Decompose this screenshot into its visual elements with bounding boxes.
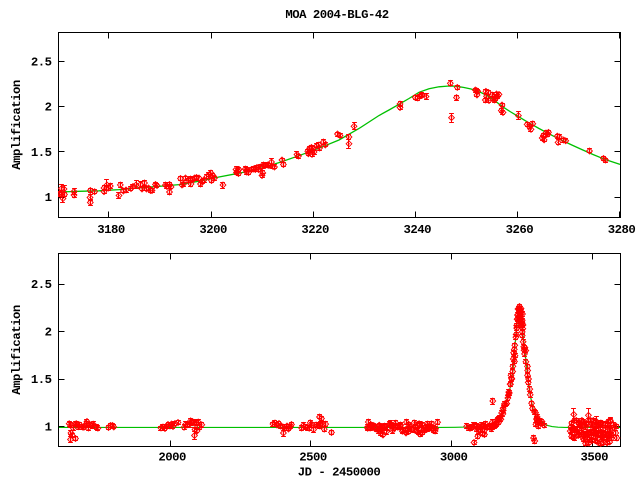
svg-text:3200: 3200 xyxy=(199,223,227,237)
svg-text:3260: 3260 xyxy=(506,223,534,237)
svg-text:1: 1 xyxy=(45,421,52,435)
svg-text:2: 2 xyxy=(45,326,52,340)
svg-text:JD - 2450000: JD - 2450000 xyxy=(298,465,381,479)
svg-text:2.5: 2.5 xyxy=(31,55,52,69)
svg-text:Amplification: Amplification xyxy=(10,80,24,170)
svg-text:1.5: 1.5 xyxy=(31,146,52,160)
svg-text:3220: 3220 xyxy=(301,223,329,237)
svg-text:1.5: 1.5 xyxy=(31,373,52,387)
svg-text:3240: 3240 xyxy=(404,223,432,237)
svg-text:1: 1 xyxy=(45,191,52,205)
svg-text:3280: 3280 xyxy=(608,223,636,237)
svg-text:Amplification: Amplification xyxy=(10,305,24,395)
svg-text:MOA 2004-BLG-42: MOA 2004-BLG-42 xyxy=(285,8,388,22)
svg-text:3500: 3500 xyxy=(581,451,609,465)
svg-text:2000: 2000 xyxy=(158,451,186,465)
svg-text:2.5: 2.5 xyxy=(31,278,52,292)
svg-text:3000: 3000 xyxy=(440,451,468,465)
svg-text:3180: 3180 xyxy=(97,223,125,237)
svg-text:2: 2 xyxy=(45,101,52,115)
svg-text:2500: 2500 xyxy=(299,451,327,465)
